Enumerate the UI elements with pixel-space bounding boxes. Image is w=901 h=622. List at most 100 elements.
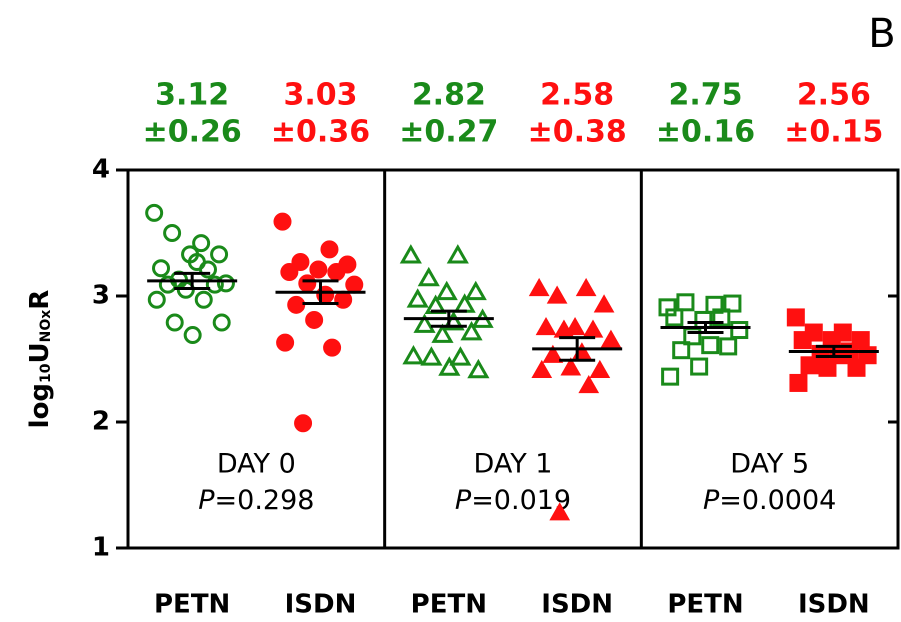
point	[183, 326, 202, 345]
point	[406, 288, 429, 308]
point	[334, 290, 353, 309]
point	[535, 316, 557, 336]
sd-label: ±0.16	[656, 115, 755, 150]
error-bar	[430, 309, 467, 328]
point	[793, 331, 812, 350]
point	[163, 224, 182, 242]
p-symbol: P	[198, 485, 215, 516]
point	[205, 275, 224, 294]
point	[676, 293, 695, 312]
y-label-part: 10	[38, 363, 54, 383]
point	[435, 280, 458, 301]
panel-label: DAY 5	[730, 449, 809, 480]
point	[661, 367, 680, 386]
point	[273, 212, 292, 231]
y-tick-label: 2	[92, 407, 110, 437]
error-bar	[559, 336, 596, 362]
point	[589, 359, 611, 378]
y-label-part: R	[25, 290, 55, 310]
point	[712, 308, 731, 327]
point	[298, 274, 317, 293]
point	[600, 329, 622, 348]
mean-label: 2.82	[412, 78, 486, 113]
point	[449, 346, 472, 366]
point	[345, 275, 364, 294]
error-bar	[687, 320, 724, 335]
x-tick-label: PETN	[154, 590, 230, 620]
p-value: P=0.0004	[703, 485, 836, 516]
x-tick-label: PETN	[667, 590, 743, 620]
point	[438, 356, 461, 376]
point	[287, 295, 306, 314]
point	[582, 319, 604, 338]
point	[147, 290, 166, 309]
x-tick-label: ISDN	[285, 590, 357, 620]
x-tick-label: ISDN	[798, 590, 870, 620]
point	[413, 313, 436, 333]
point	[212, 313, 231, 332]
point	[719, 337, 738, 356]
panel-label: DAY 1	[474, 449, 553, 480]
mean-label: 2.75	[668, 78, 742, 113]
point	[723, 294, 742, 313]
sd-label: ±0.36	[271, 115, 370, 150]
x-tick-label: PETN	[411, 590, 487, 620]
p-value: P=0.298	[198, 485, 314, 516]
point	[309, 260, 328, 279]
point	[542, 344, 564, 363]
point	[571, 342, 593, 361]
point	[578, 374, 600, 394]
point	[320, 240, 339, 259]
point	[786, 308, 805, 327]
point	[672, 341, 691, 360]
p-number: =0.0004	[719, 485, 836, 516]
point	[464, 280, 487, 301]
point	[192, 234, 211, 253]
point	[665, 308, 684, 327]
point	[549, 502, 571, 521]
y-label-part: U	[25, 342, 55, 363]
point	[564, 316, 586, 336]
point	[145, 203, 164, 222]
point	[165, 313, 184, 332]
p-number: =0.298	[215, 485, 315, 516]
error-bar	[174, 271, 211, 290]
point	[460, 321, 483, 341]
point	[194, 290, 213, 309]
point	[531, 359, 553, 378]
point	[701, 336, 720, 355]
point	[399, 244, 422, 264]
point	[431, 323, 454, 343]
point	[818, 358, 837, 377]
point	[323, 338, 342, 357]
point	[327, 263, 346, 282]
point	[280, 263, 299, 282]
point	[575, 277, 597, 297]
error-bar	[302, 279, 339, 306]
p-symbol: P	[455, 485, 472, 516]
sd-label: ±0.38	[528, 115, 627, 150]
p-number: =0.019	[471, 485, 571, 516]
point	[593, 294, 615, 313]
p-symbol: P	[703, 485, 720, 516]
panel-letter: B	[868, 11, 895, 57]
point	[420, 346, 443, 366]
point	[546, 285, 568, 304]
point	[294, 414, 313, 433]
mean-label: 2.58	[540, 78, 614, 113]
y-axis-label: log10UNOxR	[25, 290, 55, 429]
point	[216, 274, 235, 293]
point	[158, 275, 177, 294]
mean-label: 3.03	[283, 78, 357, 113]
point	[305, 310, 324, 329]
mean-label: 3.12	[155, 78, 229, 113]
point	[152, 259, 171, 278]
point	[402, 344, 425, 365]
point	[467, 358, 490, 379]
plot-frame	[126, 168, 900, 550]
sd-label: ±0.27	[399, 115, 498, 150]
point	[276, 333, 295, 352]
x-tick-label: ISDN	[541, 590, 613, 620]
y-label-part: NOx	[38, 310, 54, 343]
